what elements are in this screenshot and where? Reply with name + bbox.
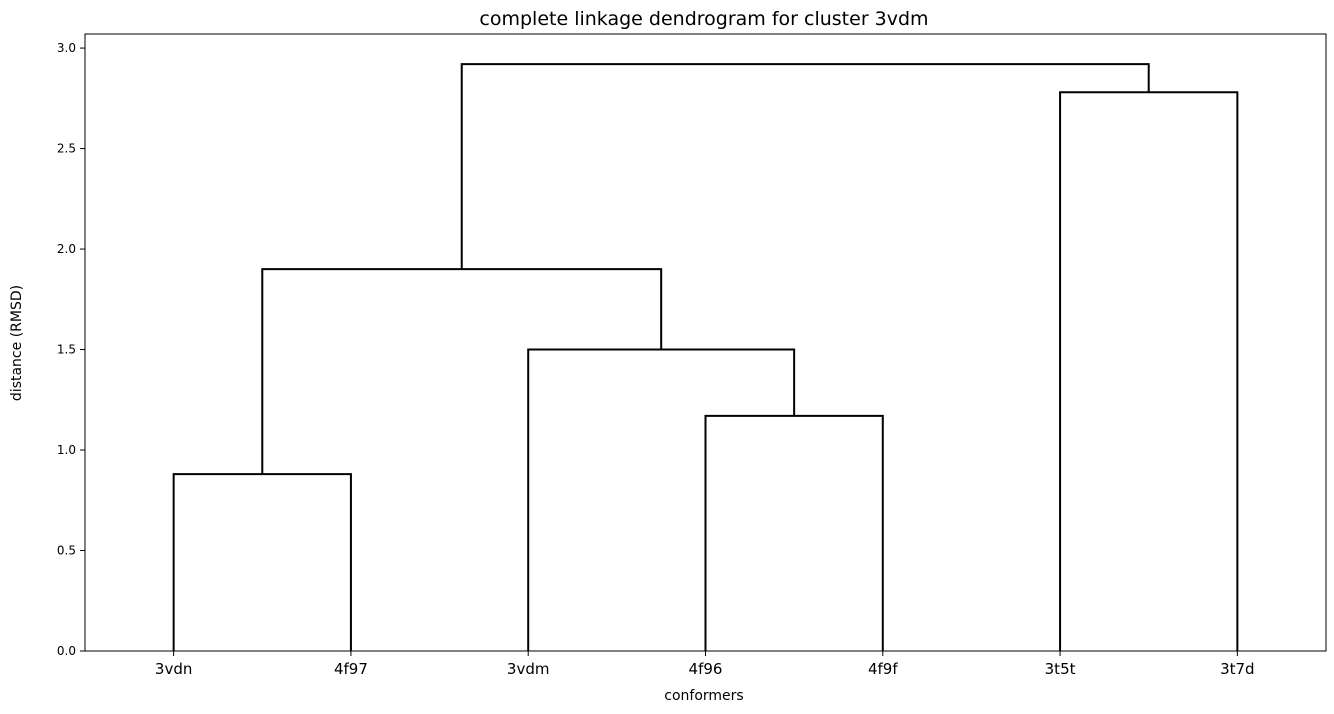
merge-link-1 bbox=[172, 473, 352, 651]
merge-link-6 bbox=[460, 63, 1150, 270]
x-axis-label: conformers bbox=[664, 688, 743, 704]
leaf-label-4f9f: 4f9f bbox=[868, 660, 898, 678]
leaf-label-3vdm: 3vdm bbox=[507, 660, 550, 678]
y-tick-label-2: 1.0 bbox=[57, 443, 76, 457]
leaf-label-3t5t: 3t5t bbox=[1045, 660, 1076, 678]
merge-link-5 bbox=[1059, 91, 1239, 651]
y-axis-label: distance (RMSD) bbox=[9, 285, 25, 401]
x-axis: 3vdn 4f97 3vdm 4f96 4f9f 3t5t 3t7d bbox=[155, 651, 1255, 678]
merge-link-3 bbox=[527, 348, 796, 651]
y-tick-label-0: 0.0 bbox=[57, 644, 76, 658]
y-tick-label-3: 1.5 bbox=[57, 343, 76, 357]
leaf-label-4f96: 4f96 bbox=[689, 660, 723, 678]
merge-link-2 bbox=[704, 414, 884, 651]
chart-title: complete linkage dendrogram for cluster … bbox=[479, 8, 928, 30]
y-tick-label-5: 2.5 bbox=[57, 142, 76, 156]
merge-link-4 bbox=[261, 268, 663, 475]
leaf-label-3t7d: 3t7d bbox=[1220, 660, 1255, 678]
leaf-label-3vdn: 3vdn bbox=[155, 660, 192, 678]
y-axis: 0.0 0.5 1.0 1.5 2.0 2.5 3.0 bbox=[57, 41, 85, 658]
leaf-label-4f97: 4f97 bbox=[334, 660, 368, 678]
y-tick-label-1: 0.5 bbox=[57, 544, 76, 558]
y-tick-label-6: 3.0 bbox=[57, 41, 76, 55]
y-tick-label-4: 2.0 bbox=[57, 242, 76, 256]
dendrogram-links bbox=[172, 63, 1239, 651]
